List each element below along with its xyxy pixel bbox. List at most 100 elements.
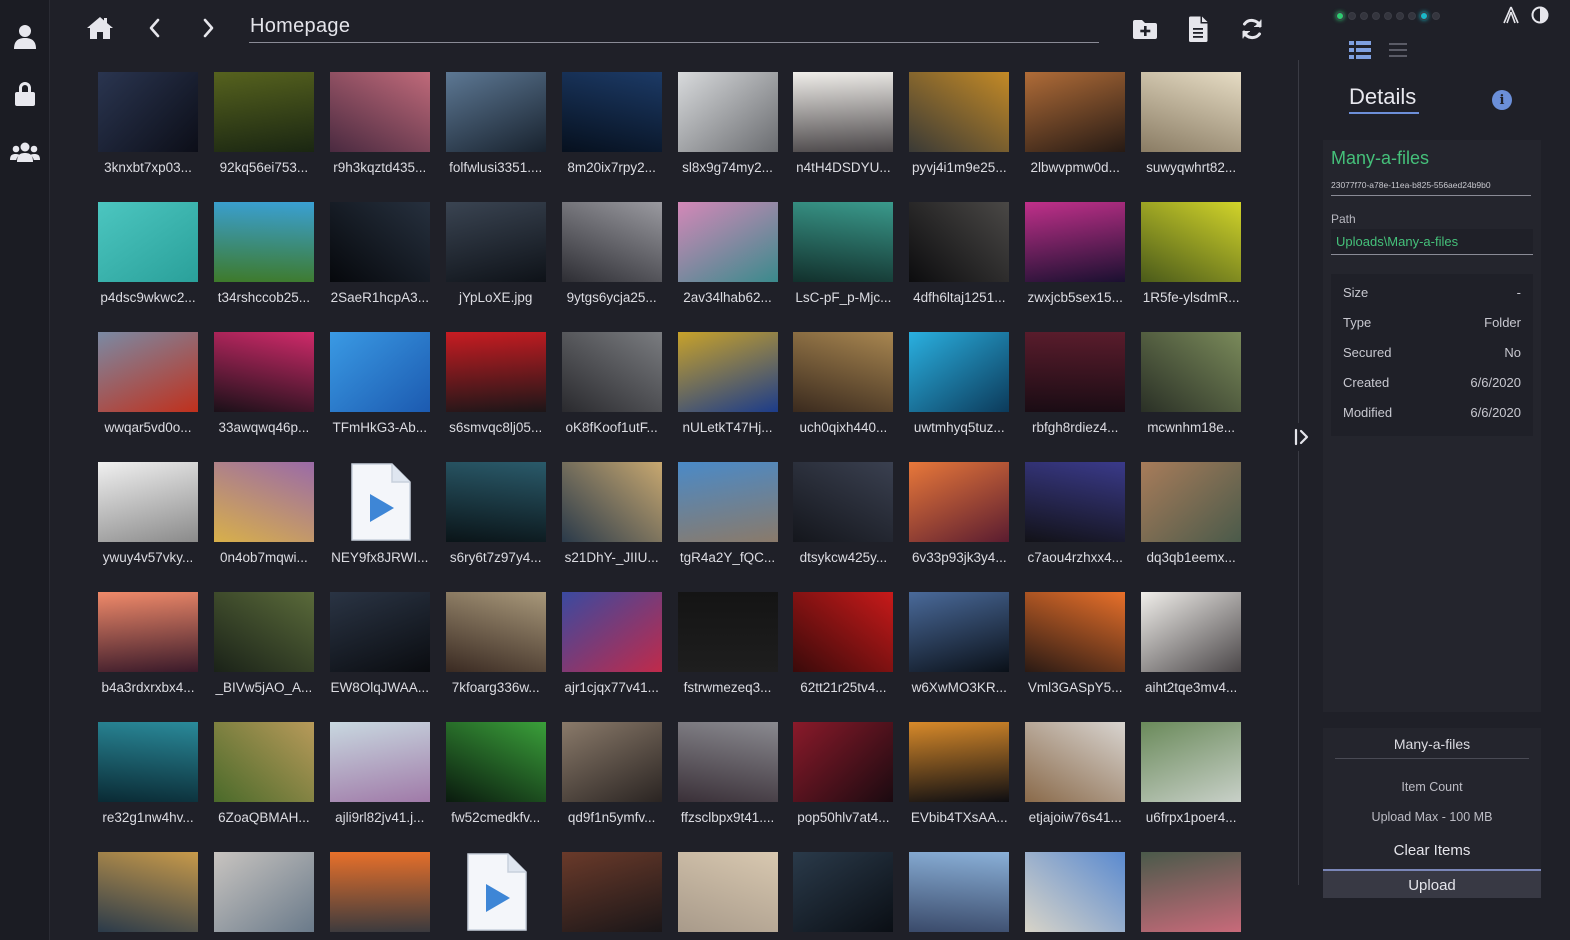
file-tile[interactable]: 8m20ix7rpy2... [556,72,668,192]
file-tile[interactable]: ywuy4v57vky... [92,462,204,582]
file-tile[interactable]: r9h3kqztd435... [324,72,436,192]
file-tile[interactable] [92,852,204,940]
file-tile[interactable]: folfwlusi3351.... [440,72,552,192]
file-tile[interactable] [1135,852,1247,940]
file-tile[interactable]: dq3qb1eemx... [1135,462,1247,582]
file-tile[interactable]: s6smvqc8lj05... [440,332,552,452]
path-field[interactable]: Uploads\Many-a-files [1331,229,1533,255]
file-tile[interactable]: sl8x9g74my2... [672,72,784,192]
file-name-label: uch0qixh440... [799,420,888,435]
file-tile[interactable] [672,852,784,940]
refresh-button[interactable] [1235,12,1269,46]
back-button[interactable] [137,10,173,46]
file-tile[interactable] [556,852,668,940]
file-tile[interactable]: 4dfh6ltaj1251... [903,202,1015,322]
file-tile[interactable]: LsC-pF_p-Mjc... [787,202,899,322]
file-tile[interactable]: 2av34lhab62... [672,202,784,322]
lock-button[interactable] [0,74,50,114]
file-tile[interactable]: aiht2tqe3mv4... [1135,592,1247,712]
file-tile[interactable]: t34rshccob25... [208,202,320,322]
file-tile[interactable]: 62tt21r25tv4... [787,592,899,712]
file-tile[interactable]: suwyqwhrt82... [1135,72,1247,192]
address-bar[interactable]: Homepage [249,10,1099,43]
file-tile[interactable]: oK8fKoof1utF... [556,332,668,452]
file-tile[interactable]: 33awqwq46p... [208,332,320,452]
file-tile[interactable]: wwqar5vd0o... [92,332,204,452]
image-thumbnail [1141,592,1242,672]
users-button[interactable] [0,132,50,172]
grid-view-button[interactable] [1346,38,1374,62]
file-tile[interactable]: Vml3GASpY5... [1019,592,1131,712]
file-tile[interactable]: ajr1cjqx77v41... [556,592,668,712]
file-tile[interactable] [903,852,1015,940]
file-tile[interactable]: ajli9rl82jv41.j... [324,722,436,842]
file-tile[interactable]: nULetkT47Hj... [672,332,784,452]
file-tile[interactable]: 92kq56ei753... [208,72,320,192]
file-tile[interactable]: uwtmhyq5tuz... [903,332,1015,452]
file-tile[interactable]: mcwnhm18e... [1135,332,1247,452]
file-tile[interactable]: b4a3rdxrxbx4... [92,592,204,712]
file-tile[interactable]: re32g1nw4hv... [92,722,204,842]
file-tile[interactable]: 3knxbt7xp03... [92,72,204,192]
home-button[interactable] [82,10,118,46]
file-tile[interactable]: s6ry6t7z97y4... [440,462,552,582]
file-name-label: r9h3kqztd435... [333,160,427,175]
file-tile[interactable]: 6ZoaQBMAH... [208,722,320,842]
forward-button[interactable] [190,10,226,46]
file-tile[interactable]: tgR4a2Y_fQC... [672,462,784,582]
file-name-label: c7aou4rzhxx4... [1027,550,1123,565]
file-tile[interactable]: s21DhY-_JIIU... [556,462,668,582]
file-tile[interactable]: 0n4ob7mqwi... [208,462,320,582]
image-thumbnail [445,72,546,152]
user-button[interactable] [0,17,50,57]
clear-items-button[interactable]: Clear Items [1393,842,1471,859]
file-tile[interactable]: fstrwmezeq3... [672,592,784,712]
info-icon[interactable]: i [1492,90,1512,110]
file-tile[interactable]: zwxjcb5sex15... [1019,202,1131,322]
file-tile[interactable] [1019,852,1131,940]
add-folder-button[interactable] [1128,12,1162,46]
file-tile[interactable]: 2lbwvpmw0d... [1019,72,1131,192]
file-tile[interactable]: 7kfoarg336w... [440,592,552,712]
video-file-icon [466,853,527,931]
file-tile[interactable]: fw52cmedkfv... [440,722,552,842]
logo-button[interactable] [1500,4,1522,26]
upload-button[interactable]: Upload [1323,869,1541,898]
file-tile[interactable]: qd9f1n5ymfv... [556,722,668,842]
file-tile[interactable]: rbfgh8rdiez4... [1019,332,1131,452]
file-tile[interactable]: 9ytgs6ycja25... [556,202,668,322]
details-tab[interactable]: Details [1349,84,1417,109]
file-tile[interactable]: NEY9fx8JRWI... [324,462,436,582]
path-label: Path [1331,212,1356,226]
file-tile[interactable]: 1R5fe-ylsdmR... [1135,202,1247,322]
file-tile[interactable]: EVbib4TXsAA... [903,722,1015,842]
theme-toggle-button[interactable] [1529,4,1551,26]
file-tile[interactable]: n4tH4DSDYU... [787,72,899,192]
file-tile[interactable]: p4dsc9wkwc2... [92,202,204,322]
file-tile[interactable] [324,852,436,940]
image-thumbnail [677,592,778,672]
file-tile[interactable]: TFmHkG3-Ab... [324,332,436,452]
file-tile[interactable]: c7aou4rzhxx4... [1019,462,1131,582]
file-tile[interactable]: 6v33p93jk3y4... [903,462,1015,582]
file-tile[interactable]: uch0qixh440... [787,332,899,452]
lock-icon [15,82,35,106]
file-tile[interactable]: pyvj4i1m9e25... [903,72,1015,192]
file-tile[interactable]: EW8OlqJWAA... [324,592,436,712]
file-tile[interactable]: etjajoiw76s41... [1019,722,1131,842]
list-view-button[interactable] [1384,38,1412,62]
collapse-panel-button[interactable] [1288,423,1316,451]
file-tile[interactable]: w6XwMO3KR... [903,592,1015,712]
file-tile[interactable]: jYpLoXE.jpg [440,202,552,322]
file-tile[interactable]: u6frpx1poer4... [1135,722,1247,842]
file-tile[interactable]: 2SaeR1hcpA3... [324,202,436,322]
file-tile[interactable]: _BIVw5jAO_A... [208,592,320,712]
file-name-label: 3knxbt7xp03... [104,160,192,175]
file-tile[interactable]: pop50hlv7at4... [787,722,899,842]
file-tile[interactable]: ffzsclbpx9t41.... [672,722,784,842]
file-tile[interactable] [440,852,552,940]
file-tile[interactable]: dtsykcw425y... [787,462,899,582]
file-tile[interactable] [787,852,899,940]
new-file-button[interactable] [1181,12,1215,46]
file-tile[interactable] [208,852,320,940]
